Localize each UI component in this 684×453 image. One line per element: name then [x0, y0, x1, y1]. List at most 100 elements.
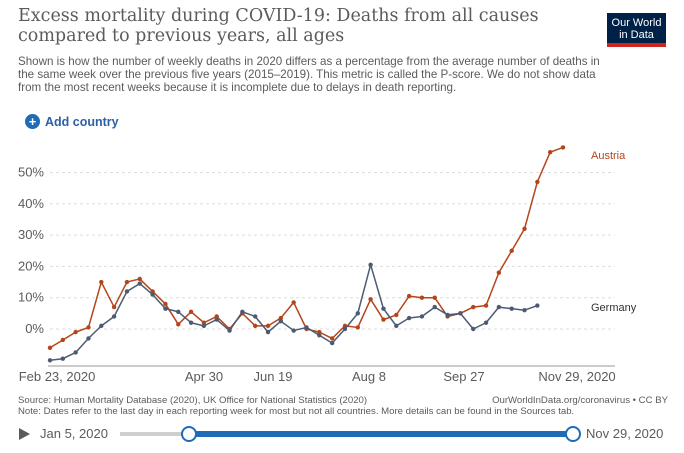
- data-point-germany: [394, 323, 399, 329]
- y-tick-label: 0%: [25, 321, 44, 336]
- data-point-austria: [355, 325, 360, 330]
- x-tick-label: Feb 23, 2020: [19, 369, 96, 384]
- data-point-germany: [496, 304, 502, 310]
- data-point-austria: [150, 289, 155, 294]
- timeline-start-handle[interactable]: [180, 426, 197, 442]
- data-point-germany: [137, 281, 142, 286]
- data-point-germany: [458, 311, 463, 316]
- x-tick-label: Sep 27: [443, 369, 484, 384]
- chart-subtitle: Shown is how the number of weekly deaths…: [18, 55, 600, 95]
- data-point-austria: [60, 337, 66, 343]
- data-point-austria: [176, 322, 181, 327]
- data-point-austria: [471, 304, 476, 310]
- timeline-end-handle[interactable]: [565, 426, 581, 442]
- data-point-austria: [381, 317, 386, 322]
- timeline: Jan 5, 2020 Nov 29, 2020: [0, 424, 684, 444]
- series-line-germany: [49, 264, 538, 362]
- data-point-austria: [406, 293, 412, 299]
- data-point-germany: [368, 262, 373, 268]
- source-text[interactable]: Source: Human Mortality Database (2020),…: [18, 395, 368, 406]
- data-point-austria: [214, 314, 219, 319]
- y-tick-label: 40%: [18, 196, 44, 211]
- data-point-austria: [124, 279, 130, 285]
- data-point-germany: [201, 323, 207, 329]
- data-point-austria: [368, 297, 373, 302]
- data-point-germany: [304, 325, 309, 330]
- data-point-germany: [471, 326, 476, 332]
- x-tick-label: Nov 29, 2020: [538, 369, 615, 384]
- y-tick-label: 10%: [18, 290, 44, 305]
- data-point-germany: [445, 312, 450, 318]
- timeline-end-label: Nov 29, 2020: [586, 426, 664, 441]
- data-point-germany: [188, 320, 194, 325]
- sources-footer: Source: Human Mortality Database (2020),…: [18, 395, 668, 417]
- data-point-germany: [47, 358, 53, 363]
- data-point-germany: [381, 306, 386, 311]
- data-point-germany: [522, 308, 527, 313]
- series-line-austria: [49, 146, 564, 349]
- footer-url[interactable]: OurWorldInData.org/coronavirus • CC BY: [492, 395, 668, 406]
- data-point-germany: [535, 303, 540, 308]
- data-point-austria: [394, 312, 399, 318]
- data-point-germany: [342, 326, 348, 332]
- data-point-germany: [150, 292, 155, 297]
- x-tick-label: Aug 8: [352, 369, 386, 384]
- line-chart: 0% 10% 20% 30% 40% 50% Feb 23, 2020 Apr 30 Jun 1…: [18, 145, 637, 384]
- data-point-germany: [265, 329, 271, 335]
- owid-logo[interactable]: Our World in Data: [607, 13, 666, 47]
- data-point-austria: [317, 329, 322, 335]
- data-point-germany: [176, 309, 181, 314]
- data-point-austria: [47, 345, 53, 350]
- play-icon[interactable]: [19, 428, 30, 440]
- data-point-austria: [201, 320, 207, 325]
- data-point-germany: [60, 356, 66, 361]
- data-point-austria: [291, 300, 296, 305]
- data-point-germany: [240, 309, 245, 314]
- data-point-germany: [214, 317, 219, 322]
- data-point-austria: [419, 295, 425, 300]
- chart-title: Excess mortality during COVID-19: Deaths…: [18, 6, 539, 46]
- timeline-selected-range[interactable]: [187, 431, 572, 437]
- data-point-germany: [419, 314, 425, 319]
- data-point-austria: [560, 145, 566, 150]
- data-point-austria: [496, 270, 502, 275]
- data-point-germany: [317, 333, 322, 338]
- data-point-germany: [483, 320, 489, 325]
- data-point-germany: [509, 306, 514, 311]
- data-point-austria: [253, 323, 258, 329]
- timeline-start-label: Jan 5, 2020: [40, 426, 108, 441]
- data-point-austria: [188, 309, 194, 314]
- data-point-germany: [355, 311, 360, 316]
- data-point-germany: [111, 314, 117, 319]
- series-label-austria: Austria: [591, 150, 626, 162]
- data-point-austria: [509, 248, 514, 253]
- data-point-austria: [432, 295, 437, 300]
- data-point-austria: [278, 315, 284, 321]
- data-point-germany: [278, 318, 284, 324]
- data-point-austria: [483, 303, 489, 308]
- data-point-austria: [535, 179, 540, 185]
- data-point-austria: [265, 323, 271, 329]
- data-point-germany: [291, 328, 296, 333]
- series-label-germany: Germany: [591, 302, 637, 314]
- logo-line-2: in Data: [619, 29, 654, 41]
- y-tick-label: 30%: [18, 227, 44, 242]
- x-tick-label: Jun 19: [253, 369, 292, 384]
- y-tick-label: 50%: [18, 165, 44, 180]
- plus-icon: +: [25, 114, 40, 129]
- data-point-austria: [522, 226, 527, 232]
- data-point-germany: [99, 323, 104, 329]
- data-point-germany: [163, 306, 168, 311]
- data-point-austria: [547, 149, 553, 155]
- data-point-austria: [329, 336, 335, 341]
- data-point-germany: [329, 340, 335, 346]
- note-text: Note: Dates refer to the last day in eac…: [18, 406, 575, 417]
- x-tick-label: Apr 30: [185, 369, 223, 384]
- data-point-austria: [73, 329, 78, 335]
- add-country-button[interactable]: + Add country: [25, 114, 119, 129]
- add-country-label: Add country: [45, 114, 119, 129]
- data-point-germany: [406, 315, 412, 321]
- data-point-germany: [227, 328, 232, 333]
- data-point-germany: [73, 350, 78, 355]
- data-point-germany: [432, 304, 437, 310]
